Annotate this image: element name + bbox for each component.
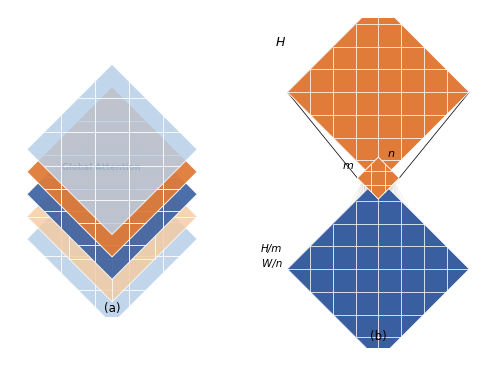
Text: (a): (a) — [104, 302, 121, 315]
Text: H: H — [275, 36, 285, 49]
Polygon shape — [287, 1, 469, 183]
Text: W/n: W/n — [262, 259, 282, 269]
Polygon shape — [287, 178, 469, 360]
Polygon shape — [27, 64, 197, 235]
Polygon shape — [358, 157, 399, 199]
Polygon shape — [358, 157, 399, 199]
Polygon shape — [27, 154, 197, 324]
Polygon shape — [27, 131, 197, 302]
Text: (b): (b) — [370, 330, 386, 343]
Text: m: m — [343, 161, 354, 171]
Polygon shape — [27, 87, 197, 257]
Polygon shape — [27, 109, 197, 279]
Text: n: n — [387, 149, 394, 158]
Text: H/m: H/m — [261, 244, 282, 254]
Text: Local Attention: Local Attention — [64, 185, 137, 194]
Text: Global Attention: Global Attention — [62, 163, 140, 172]
Polygon shape — [287, 178, 469, 360]
